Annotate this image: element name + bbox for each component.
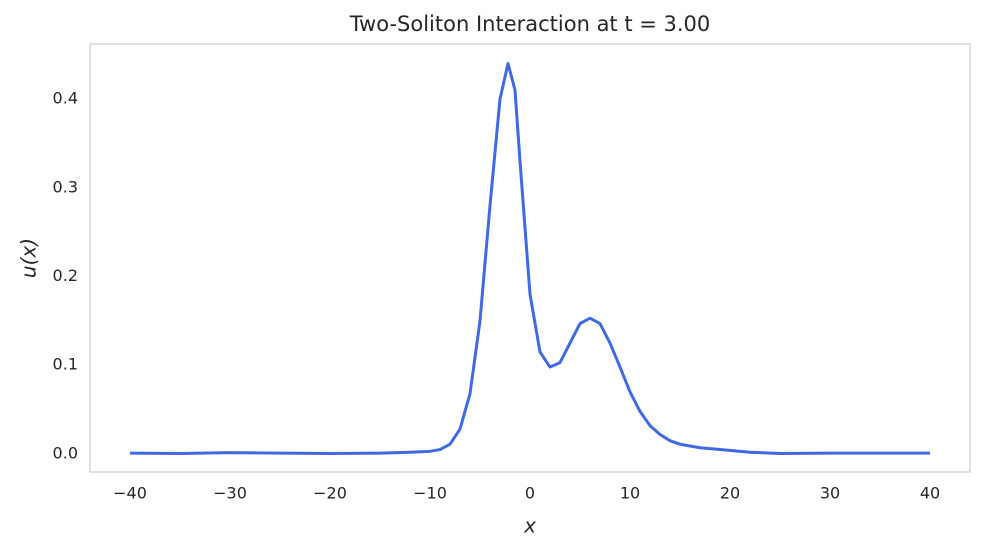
x-tick-label: 40 — [920, 484, 940, 503]
x-tick-label: 30 — [820, 484, 840, 503]
x-axis-label: x — [523, 514, 536, 538]
y-tick-label: 0.0 — [53, 443, 78, 462]
x-tick-label: −10 — [413, 484, 447, 503]
y-tick-label: 0.3 — [53, 177, 78, 196]
chart-title: Two-Soliton Interaction at t = 3.00 — [349, 12, 711, 36]
x-tick-label: −40 — [113, 484, 147, 503]
y-tick-label: 0.1 — [53, 355, 78, 374]
x-tick-label: 0 — [525, 484, 535, 503]
x-tick-label: −30 — [213, 484, 247, 503]
data-line — [129, 62, 930, 456]
x-tick-label: −20 — [313, 484, 347, 503]
y-axis-label: u(x) — [17, 238, 41, 278]
x-tick-label: 20 — [720, 484, 740, 503]
y-tick-label: 0.2 — [53, 266, 78, 285]
x-tick-label: 10 — [620, 484, 640, 503]
plot-frame — [89, 43, 971, 473]
y-tick-label: 0.4 — [53, 89, 78, 108]
